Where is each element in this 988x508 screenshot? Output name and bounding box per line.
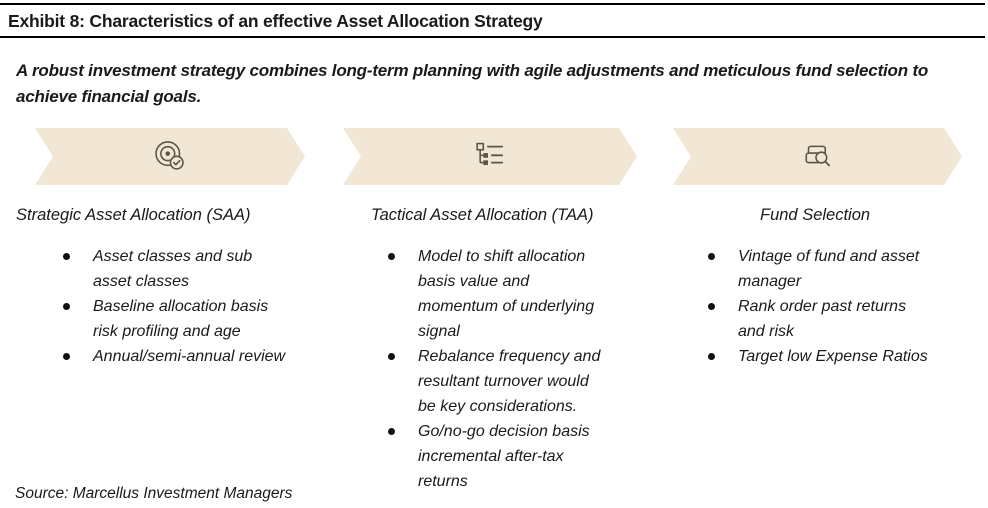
bullet-list-fund-selection: Vintage of fund and asset manager Rank o… — [705, 244, 937, 369]
banner-saa — [35, 128, 305, 185]
list-item: Rebalance frequency and resultant turnov… — [385, 344, 603, 419]
list-item: Asset classes and sub asset classes — [60, 244, 292, 294]
list-item: Target low Expense Ratios — [705, 344, 937, 369]
document-search-icon — [799, 138, 837, 176]
page-title: Exhibit 8: Characteristics of an effecti… — [8, 11, 543, 31]
target-check-icon — [151, 138, 189, 176]
column-heading-taa: Tactical Asset Allocation (TAA) — [371, 206, 594, 224]
title-underline-rule — [0, 36, 985, 38]
list-item: Go/no-go decision basis incremental afte… — [385, 419, 603, 494]
list-item: Model to shift allocation basis value an… — [385, 244, 603, 344]
column-heading-saa: Strategic Asset Allocation (SAA) — [16, 206, 251, 224]
bullet-list-taa: Model to shift allocation basis value an… — [385, 244, 603, 494]
top-rule — [0, 3, 985, 5]
source-note: Source: Marcellus Investment Managers — [15, 485, 293, 502]
intro-text: A robust investment strategy combines lo… — [16, 61, 929, 106]
list-item: Vintage of fund and asset manager — [705, 244, 937, 294]
list-item: Annual/semi-annual review — [60, 344, 292, 369]
bullet-list-saa: Asset classes and sub asset classes Base… — [60, 244, 292, 369]
banner-fund-selection — [673, 128, 962, 185]
list-item: Rank order past returns and risk — [705, 294, 937, 344]
hierarchy-list-icon — [471, 138, 509, 176]
list-item: Baseline allocation basis risk profiling… — [60, 294, 292, 344]
column-heading-fund-selection: Fund Selection — [760, 206, 871, 224]
banner-taa — [343, 128, 637, 185]
